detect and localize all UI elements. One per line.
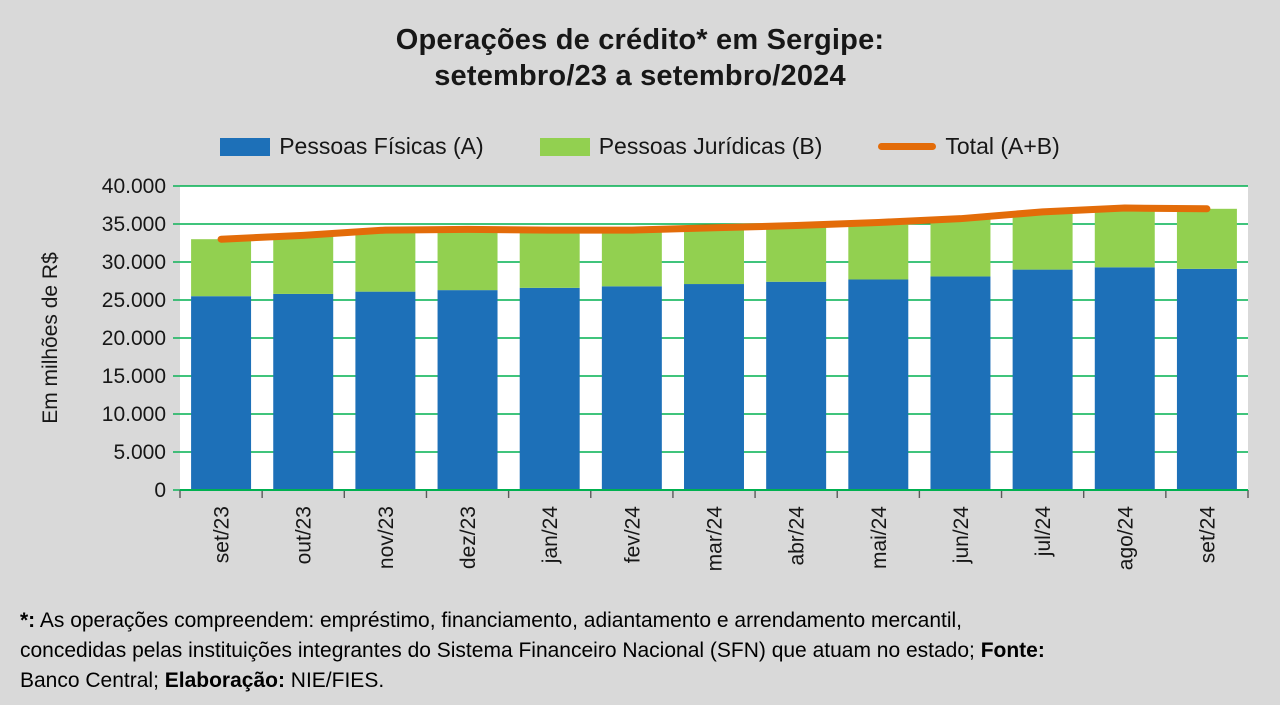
bar-segment-pessoas-fisicas (273, 293, 334, 490)
y-tick-label: 40.000 (102, 175, 166, 198)
x-tick-label: mar/24 (704, 506, 727, 572)
bar-segment-pessoas-fisicas (1094, 267, 1155, 490)
footnote-line: concedidas pelas instituições integrante… (20, 636, 1240, 666)
bar-segment-pessoas-fisicas (437, 290, 498, 490)
legend-line-swatch (878, 143, 937, 150)
bar-segment-pessoas-juridicas (766, 225, 827, 282)
bar-segment-pessoas-juridicas (519, 230, 580, 288)
y-tick-label: 25.000 (102, 289, 166, 312)
footnote-line: *: As operações compreendem: empréstimo,… (20, 606, 1240, 636)
x-tick-label: out/23 (293, 506, 316, 564)
bar-segment-pessoas-juridicas (273, 235, 334, 294)
legend-label: Pessoas Físicas (A) (279, 133, 484, 159)
chart-title-line1: Operações de crédito* em Sergipe: (395, 24, 885, 56)
footnote-text: As operações compreendem: empréstimo, fi… (35, 609, 962, 632)
bar-segment-pessoas-fisicas (848, 279, 909, 490)
bar-segment-pessoas-juridicas (1094, 208, 1155, 268)
bar-segment-pessoas-juridicas (1176, 208, 1237, 269)
bar-segment-pessoas-fisicas (519, 287, 580, 490)
chart-title-line2: setembro/23 a setembro/2024 (434, 60, 846, 92)
bar-segment-pessoas-fisicas (601, 286, 662, 490)
legend-color-swatch (220, 137, 271, 156)
y-tick-label: 15.000 (102, 365, 166, 388)
bar-segment-pessoas-fisicas (930, 276, 991, 490)
bar-segment-pessoas-fisicas (684, 284, 744, 490)
legend-label: Total (A+B) (945, 133, 1060, 159)
y-tick-label: 0 (154, 479, 166, 502)
legend-item: Total (A+B) (878, 133, 1060, 160)
footnote: *: As operações compreendem: empréstimo,… (20, 606, 1240, 696)
bar-segment-pessoas-fisicas (766, 281, 827, 490)
bar-segment-pessoas-fisicas (1176, 268, 1237, 490)
footnote-bold-text: *: (20, 609, 36, 632)
bar-segment-pessoas-juridicas (684, 227, 744, 285)
bar-segment-pessoas-juridicas (930, 218, 991, 277)
total-line (217, 204, 1211, 243)
y-tick-label: 5.000 (113, 441, 166, 464)
footnote-bold-text: Fonte: (980, 639, 1045, 662)
stacked-bar-line-chart: 0 5.000 10.000 15.000 20.000 25.000 30.000 35.0… (102, 175, 1249, 572)
legend-color-swatch (539, 137, 590, 156)
legend-label: Pessoas Jurídicas (B) (598, 133, 823, 159)
y-tick-label: 20.000 (102, 327, 166, 350)
legend-item: Pessoas Jurídicas (B) (539, 133, 823, 160)
x-tick-label: jun/24 (950, 506, 973, 565)
x-tick-label: jul/24 (1032, 506, 1055, 558)
footnote-bold-text: Elaboração: (164, 669, 285, 692)
x-tick-label: set/23 (211, 506, 234, 563)
x-tick-label: nov/23 (375, 506, 398, 569)
footnote-text: Banco Central; (20, 669, 165, 692)
x-tick-label: fev/24 (621, 506, 644, 564)
bar-segment-pessoas-juridicas (355, 230, 416, 292)
legend: Pessoas Físicas (A) Pessoas Jurídicas (B)… (0, 133, 1280, 160)
x-tick-label: jan/24 (539, 506, 562, 565)
footnote-text: concedidas pelas instituições integrante… (20, 639, 981, 662)
legend-item: Pessoas Físicas (A) (220, 133, 484, 160)
bar-segment-pessoas-fisicas (355, 291, 416, 490)
footnote-text: NIE/FIES. (284, 669, 385, 692)
x-tick-label: mai/24 (868, 506, 891, 569)
bar-segment-pessoas-juridicas (1012, 211, 1073, 270)
chart-title: Operações de crédito* em Sergipe: setemb… (0, 22, 1280, 94)
bar-segment-pessoas-juridicas (191, 239, 252, 297)
footnote-line: Banco Central; Elaboração: NIE/FIES. (20, 666, 1240, 696)
y-tick-label: 35.000 (102, 213, 166, 236)
bar-segment-pessoas-fisicas (191, 296, 252, 490)
bar-segment-pessoas-juridicas (437, 229, 498, 291)
x-tick-label: abr/24 (786, 506, 809, 566)
y-tick-label: 30.000 (102, 251, 166, 274)
x-tick-label: dez/23 (457, 506, 480, 569)
bar-segment-pessoas-juridicas (848, 222, 909, 280)
x-tick-label: ago/24 (1114, 506, 1137, 571)
bar-segment-pessoas-juridicas (601, 230, 662, 287)
x-tick-label: set/24 (1196, 506, 1219, 564)
y-tick-label: 10.000 (102, 403, 166, 426)
bar-segment-pessoas-fisicas (1012, 269, 1073, 490)
